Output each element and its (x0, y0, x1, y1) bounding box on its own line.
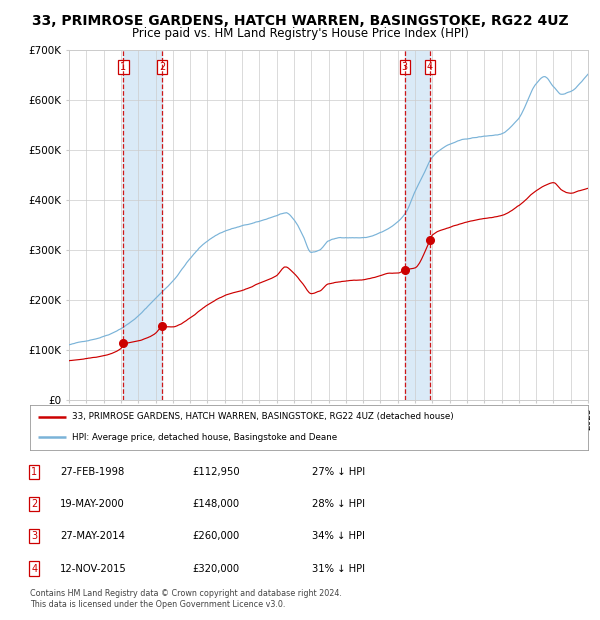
Text: Price paid vs. HM Land Registry's House Price Index (HPI): Price paid vs. HM Land Registry's House … (131, 27, 469, 40)
Text: £320,000: £320,000 (192, 564, 239, 574)
Text: 33, PRIMROSE GARDENS, HATCH WARREN, BASINGSTOKE, RG22 4UZ: 33, PRIMROSE GARDENS, HATCH WARREN, BASI… (32, 14, 568, 28)
Bar (404, 50, 430, 400)
Text: 19-MAY-2000: 19-MAY-2000 (60, 499, 125, 509)
Text: 12-NOV-2015: 12-NOV-2015 (60, 564, 127, 574)
Text: 33, PRIMROSE GARDENS, HATCH WARREN, BASINGSTOKE, RG22 4UZ (detached house): 33, PRIMROSE GARDENS, HATCH WARREN, BASI… (72, 412, 454, 422)
Text: 27-MAY-2014: 27-MAY-2014 (60, 531, 125, 541)
Text: £260,000: £260,000 (192, 531, 239, 541)
Text: 4: 4 (427, 62, 433, 72)
Text: 1: 1 (31, 467, 37, 477)
Text: 28% ↓ HPI: 28% ↓ HPI (312, 499, 365, 509)
Text: 34% ↓ HPI: 34% ↓ HPI (312, 531, 365, 541)
Text: HPI: Average price, detached house, Basingstoke and Deane: HPI: Average price, detached house, Basi… (72, 433, 337, 442)
Text: £112,950: £112,950 (192, 467, 239, 477)
Text: 3: 3 (31, 531, 37, 541)
Text: 1: 1 (121, 62, 127, 72)
Bar (124, 50, 162, 400)
Text: 2: 2 (31, 499, 37, 509)
Text: 2: 2 (159, 62, 165, 72)
Text: 3: 3 (401, 62, 407, 72)
Text: Contains HM Land Registry data © Crown copyright and database right 2024.
This d: Contains HM Land Registry data © Crown c… (30, 590, 342, 609)
Text: 31% ↓ HPI: 31% ↓ HPI (312, 564, 365, 574)
Text: 4: 4 (31, 564, 37, 574)
Text: £148,000: £148,000 (192, 499, 239, 509)
Text: 27-FEB-1998: 27-FEB-1998 (60, 467, 124, 477)
Text: 27% ↓ HPI: 27% ↓ HPI (312, 467, 365, 477)
